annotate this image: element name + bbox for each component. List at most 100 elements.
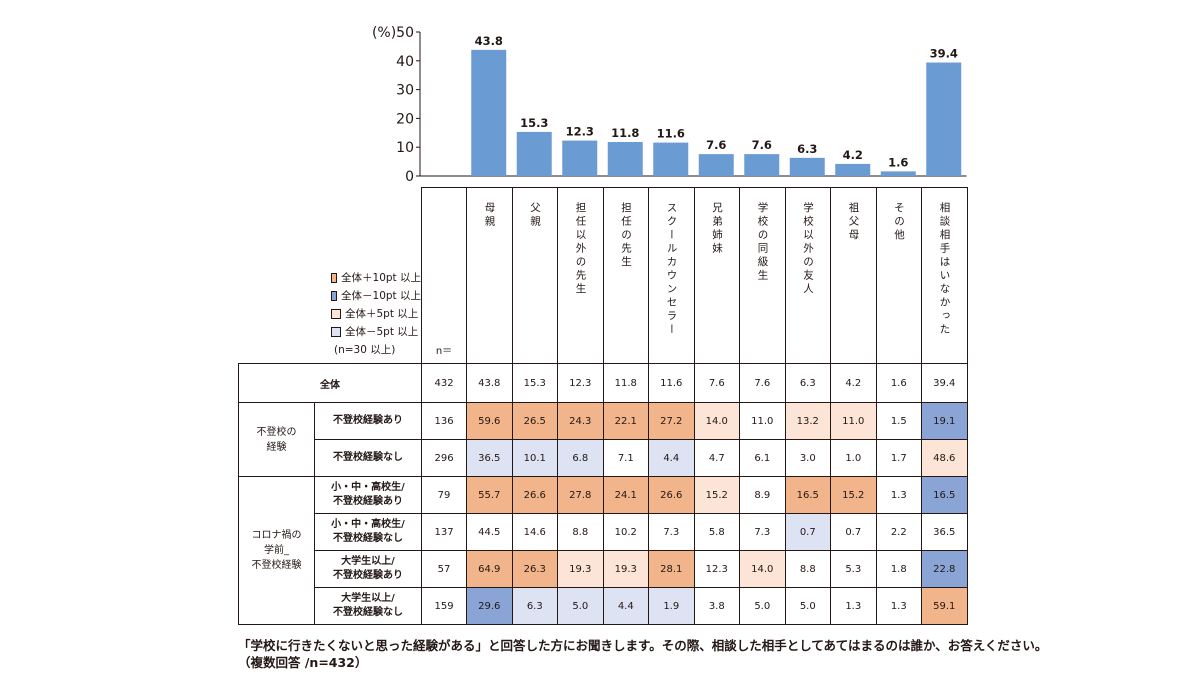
value-cell: 6.1 xyxy=(739,439,786,477)
value-cell: 4.4 xyxy=(648,439,695,477)
value-cell: 7.1 xyxy=(602,439,650,477)
value-cell: 11.6 xyxy=(648,363,695,403)
bar xyxy=(562,140,598,176)
value-cell: 22.1 xyxy=(602,402,650,440)
value-cell: 2.2 xyxy=(875,513,923,551)
legend-label: 全体＋10pt 以上 xyxy=(341,272,422,284)
value-cell: 12.3 xyxy=(557,363,604,403)
table-header-row: 全体＋10pt 以上 全体－10pt 以上 全体＋5pt 以上 全体－5pt 以上 (n… xyxy=(237,187,968,364)
value-cell: 13.2 xyxy=(784,402,832,440)
category-label: スクールカウンセラー xyxy=(665,202,678,337)
value-cell: 1.8 xyxy=(875,550,923,588)
group-label: コロナ禍の 学前_ 不登校経験 xyxy=(238,476,315,625)
table-row: 不登校経験なし 296 36.5 10.1 6.8 7.1 4.4 4.7 6.1 3.0 1.0 1… xyxy=(239,439,968,477)
category-label: その他 xyxy=(893,202,906,243)
data-label: 39.4 xyxy=(930,47,958,61)
value-cell: 19.1 xyxy=(921,402,968,440)
value-cell: 39.4 xyxy=(921,363,968,403)
row-label: 小・中・高校生/ 不登校経験あり xyxy=(313,476,423,514)
row-label: 大学生以上/ 不登校経験なし xyxy=(313,587,423,625)
value-cell: 1.9 xyxy=(648,587,695,625)
data-label: 11.8 xyxy=(611,126,639,140)
legend-item: 全体＋5pt 以上 xyxy=(331,305,421,323)
value-cell: 24.3 xyxy=(557,402,604,440)
value-cell: 7.3 xyxy=(739,513,786,551)
value-cell: 26.6 xyxy=(511,476,559,514)
legend-swatch xyxy=(331,309,341,319)
category-header: 兄弟姉妹 xyxy=(693,187,741,364)
value-cell: 10.1 xyxy=(511,439,559,477)
value-cell: 15.2 xyxy=(693,476,741,514)
bar xyxy=(835,163,871,176)
data-label: 6.3 xyxy=(797,142,817,156)
value-cell: 3.0 xyxy=(784,439,832,477)
data-label: 4.2 xyxy=(843,148,863,162)
value-cell: 5.8 xyxy=(693,513,741,551)
category-label: 学校の同級生 xyxy=(756,202,769,283)
value-cell: 7.6 xyxy=(693,363,741,403)
legend-label: 全体－5pt 以上 xyxy=(345,326,419,338)
value-cell: 8.9 xyxy=(739,476,786,514)
value-cell: 12.3 xyxy=(693,550,741,588)
row-label-total: 全体 xyxy=(237,363,423,403)
value-cell: 1.6 xyxy=(875,363,923,403)
y-tick-label: 40 xyxy=(396,54,414,70)
table-row: コロナ禍の 学前_ 不登校経験 小・中・高校生/ 不登校経験あり 79 55.7 26.… xyxy=(238,476,968,625)
value-cell: 4.4 xyxy=(602,587,650,625)
value-cell: 8.8 xyxy=(557,513,604,551)
y-tick-label: (%)50 xyxy=(372,25,414,41)
table-row: 全体 432 43.8 15.3 12.3 11.8 11.6 7.6 7.6 6.3 4.2 1.6… xyxy=(237,363,968,403)
value-cell: 7.6 xyxy=(739,363,786,403)
bar xyxy=(789,157,825,176)
n-value: 432 xyxy=(421,363,468,403)
y-tick-label: 10 xyxy=(396,140,414,156)
category-header: 担任以外の先生 xyxy=(557,187,604,364)
bar xyxy=(698,154,734,176)
value-cell: 7.3 xyxy=(648,513,695,551)
value-cell: 1.3 xyxy=(875,587,923,625)
value-cell: 1.3 xyxy=(830,587,877,625)
value-cell: 5.0 xyxy=(557,587,604,625)
value-cell: 11.0 xyxy=(830,402,877,440)
data-label: 11.6 xyxy=(657,127,685,141)
n-value: 79 xyxy=(421,476,468,514)
value-cell: 26.5 xyxy=(511,402,559,440)
row-label: 大学生以上/ 不登校経験あり xyxy=(313,550,423,588)
value-cell: 27.8 xyxy=(557,476,604,514)
data-label: 1.6 xyxy=(888,155,908,169)
value-cell: 1.0 xyxy=(830,439,877,477)
question-footnote: 「学校に行きたくないと思った経験がある」と回答した方にお聞きします。その際、相談… xyxy=(238,638,1048,670)
value-cell: 36.5 xyxy=(466,439,513,477)
row-label: 小・中・高校生/ 不登校経験なし xyxy=(313,513,423,551)
value-cell: 14.6 xyxy=(511,513,559,551)
bar xyxy=(607,142,643,176)
value-cell: 1.5 xyxy=(875,402,923,440)
category-header: 担任の先生 xyxy=(602,187,650,364)
value-cell: 26.3 xyxy=(511,550,559,588)
n-value: 136 xyxy=(421,402,468,440)
value-cell: 36.5 xyxy=(921,513,968,551)
category-label: 祖父母 xyxy=(847,202,860,243)
data-label: 12.3 xyxy=(566,125,594,139)
value-cell: 1.7 xyxy=(875,439,923,477)
category-header: 父親 xyxy=(511,187,559,364)
value-cell: 11.0 xyxy=(739,402,786,440)
value-cell: 43.8 xyxy=(466,363,513,403)
value-cell: 59.1 xyxy=(921,587,968,625)
category-header: 母親 xyxy=(466,187,513,364)
value-cell: 28.1 xyxy=(648,550,695,588)
value-cell: 0.7 xyxy=(784,513,832,551)
bar xyxy=(516,131,552,176)
value-cell: 8.8 xyxy=(784,550,832,588)
value-cell: 55.7 xyxy=(466,476,513,514)
data-label: 7.6 xyxy=(752,138,772,152)
value-cell: 16.5 xyxy=(921,476,968,514)
y-tick-label: 30 xyxy=(396,83,414,99)
legend-swatch xyxy=(331,273,338,283)
value-cell: 4.2 xyxy=(830,363,877,403)
bar-chart: 0 10 20 30 40 (%)50 43.8 15.3 12.3 11.8 11.6 7.6 7.6… xyxy=(372,25,967,185)
value-cell: 4.7 xyxy=(693,439,741,477)
value-cell: 26.6 xyxy=(648,476,695,514)
legend-note: (n=30 以上) xyxy=(334,344,396,356)
